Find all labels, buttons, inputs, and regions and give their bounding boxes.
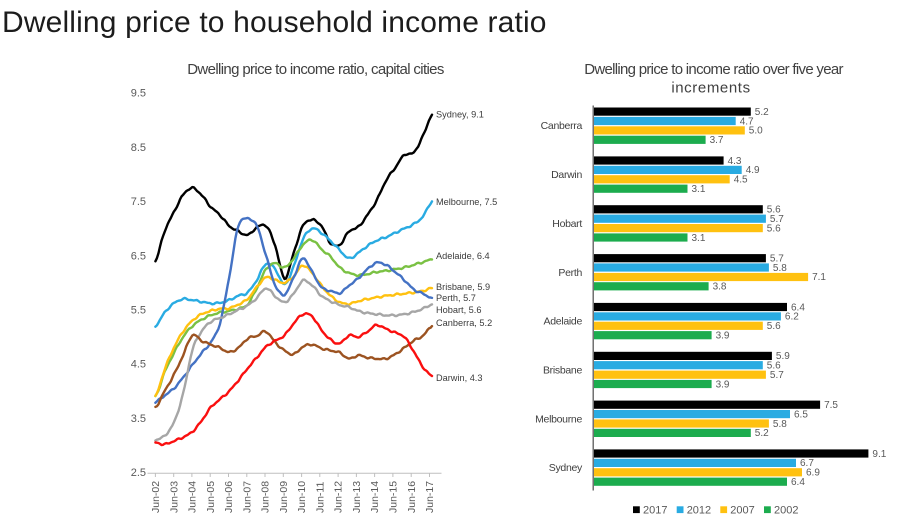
svg-text:9.5: 9.5 [131, 88, 146, 100]
svg-text:Adelaide: Adelaide [544, 316, 583, 328]
svg-text:Darwin, 4.3: Darwin, 4.3 [436, 373, 482, 383]
svg-text:Darwin: Darwin [551, 169, 582, 181]
svg-text:5.6: 5.6 [767, 223, 781, 234]
svg-text:Brisbane, 5.9: Brisbane, 5.9 [436, 282, 490, 292]
svg-text:4.5: 4.5 [734, 175, 748, 186]
svg-text:Jun-05: Jun-05 [205, 481, 217, 513]
svg-text:Jun-16: Jun-16 [406, 481, 418, 513]
svg-text:6.7: 6.7 [800, 458, 814, 469]
svg-text:3.9: 3.9 [716, 331, 730, 342]
svg-text:Jun-02: Jun-02 [150, 481, 162, 513]
svg-text:Perth, 5.7: Perth, 5.7 [436, 293, 476, 303]
svg-text:3.1: 3.1 [692, 233, 706, 244]
svg-text:2007: 2007 [730, 505, 754, 517]
svg-text:Jun-09: Jun-09 [278, 481, 290, 513]
svg-text:Dwelling price to income ratio: Dwelling price to income ratio, capital … [187, 61, 444, 78]
svg-text:Jun-17: Jun-17 [424, 481, 436, 513]
svg-text:Jun-08: Jun-08 [260, 481, 272, 513]
svg-text:7.5: 7.5 [131, 196, 146, 208]
svg-text:Sydney, 9.1: Sydney, 9.1 [436, 110, 484, 120]
svg-text:8.5: 8.5 [131, 142, 146, 154]
svg-text:4.3: 4.3 [728, 156, 742, 167]
svg-text:6.5: 6.5 [794, 409, 808, 420]
svg-text:Canberra, 5.2: Canberra, 5.2 [436, 318, 492, 328]
svg-text:Jun-10: Jun-10 [296, 481, 308, 513]
svg-text:3.5: 3.5 [131, 413, 146, 425]
svg-text:Jun-11: Jun-11 [314, 482, 326, 513]
svg-text:5.9: 5.9 [776, 351, 790, 362]
svg-text:5.8: 5.8 [773, 263, 787, 274]
svg-text:increments: increments [671, 80, 750, 97]
svg-text:Canberra: Canberra [541, 120, 583, 132]
svg-text:5.6: 5.6 [767, 361, 781, 372]
svg-text:Jun-04: Jun-04 [187, 481, 199, 513]
svg-text:Adelaide, 6.4: Adelaide, 6.4 [436, 251, 490, 261]
svg-text:3.1: 3.1 [692, 184, 706, 195]
svg-text:Jun-14: Jun-14 [369, 481, 381, 513]
svg-text:2012: 2012 [687, 505, 711, 517]
svg-text:Dwelling price to income ratio: Dwelling price to income ratio over five… [584, 61, 843, 78]
svg-text:6.4: 6.4 [791, 477, 805, 488]
svg-text:Jun-12: Jun-12 [333, 481, 345, 513]
svg-text:9.1: 9.1 [872, 449, 886, 460]
svg-text:6.2: 6.2 [785, 312, 799, 323]
svg-text:Sydney: Sydney [549, 462, 583, 474]
svg-text:5.7: 5.7 [770, 253, 784, 264]
svg-text:Perth: Perth [558, 267, 582, 279]
svg-text:3.7: 3.7 [710, 135, 724, 146]
svg-text:6.9: 6.9 [806, 468, 820, 479]
svg-text:Jun-07: Jun-07 [241, 481, 253, 513]
svg-text:Jun-15: Jun-15 [388, 481, 400, 513]
svg-text:4.7: 4.7 [740, 116, 754, 127]
svg-text:2002: 2002 [774, 505, 798, 517]
svg-text:Jun-06: Jun-06 [223, 481, 235, 513]
svg-text:2.5: 2.5 [131, 467, 146, 479]
svg-text:5.6: 5.6 [767, 205, 781, 216]
svg-text:4.5: 4.5 [131, 359, 146, 371]
svg-text:Jun-13: Jun-13 [351, 481, 363, 513]
svg-text:Melbourne, 7.5: Melbourne, 7.5 [436, 197, 497, 207]
svg-text:Jun-03: Jun-03 [168, 481, 180, 513]
svg-text:Hobart, 5.6: Hobart, 5.6 [436, 305, 481, 315]
svg-text:5.5: 5.5 [131, 305, 146, 317]
svg-text:Melbourne: Melbourne [535, 413, 582, 425]
svg-text:5.8: 5.8 [773, 419, 787, 430]
svg-text:6.5: 6.5 [131, 250, 146, 262]
svg-text:6.4: 6.4 [791, 302, 805, 313]
svg-text:5.7: 5.7 [770, 214, 784, 225]
svg-text:7.1: 7.1 [812, 272, 826, 283]
svg-text:5.6: 5.6 [767, 321, 781, 332]
svg-text:3.9: 3.9 [716, 379, 730, 390]
svg-text:2017: 2017 [643, 505, 667, 517]
svg-text:3.8: 3.8 [713, 282, 727, 293]
svg-text:7.5: 7.5 [824, 400, 838, 411]
svg-text:5.7: 5.7 [770, 370, 784, 381]
svg-text:5.0: 5.0 [749, 126, 763, 137]
svg-text:Brisbane: Brisbane [543, 364, 583, 376]
svg-text:5.2: 5.2 [755, 107, 769, 118]
svg-text:5.2: 5.2 [755, 428, 769, 439]
svg-text:4.9: 4.9 [746, 165, 760, 176]
svg-text:Hobart: Hobart [552, 218, 582, 230]
